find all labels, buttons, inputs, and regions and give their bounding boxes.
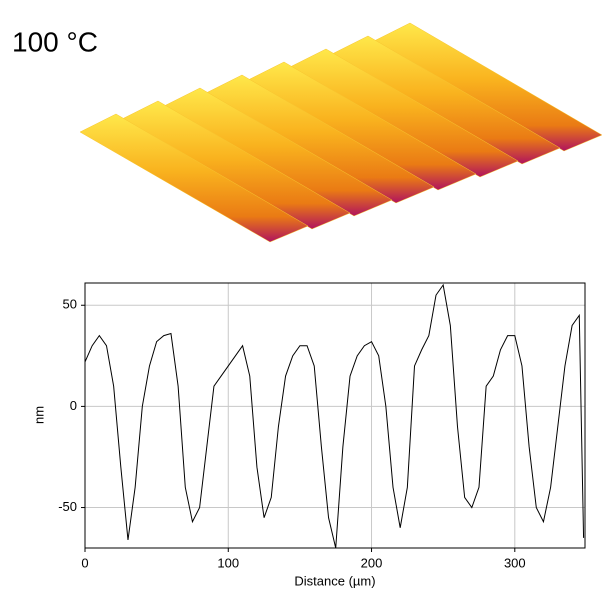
x-tick-label: 300 (504, 555, 526, 570)
x-tick-label: 0 (81, 555, 88, 570)
y-axis-label: nm (31, 406, 46, 424)
plot-frame (84, 282, 586, 549)
surface-ridge (79, 113, 309, 243)
chart-title: 100 °C (12, 26, 98, 57)
y-tick-label: 0 (70, 398, 77, 413)
x-tick-label: 200 (361, 555, 383, 570)
profile-line (84, 283, 585, 549)
afm-surface-image (79, 22, 603, 243)
y-tick-label: -50 (58, 499, 77, 514)
x-axis-label: Distance (µm) (294, 573, 375, 588)
y-tick-label: 50 (63, 297, 77, 312)
x-tick-label: 100 (217, 555, 239, 570)
